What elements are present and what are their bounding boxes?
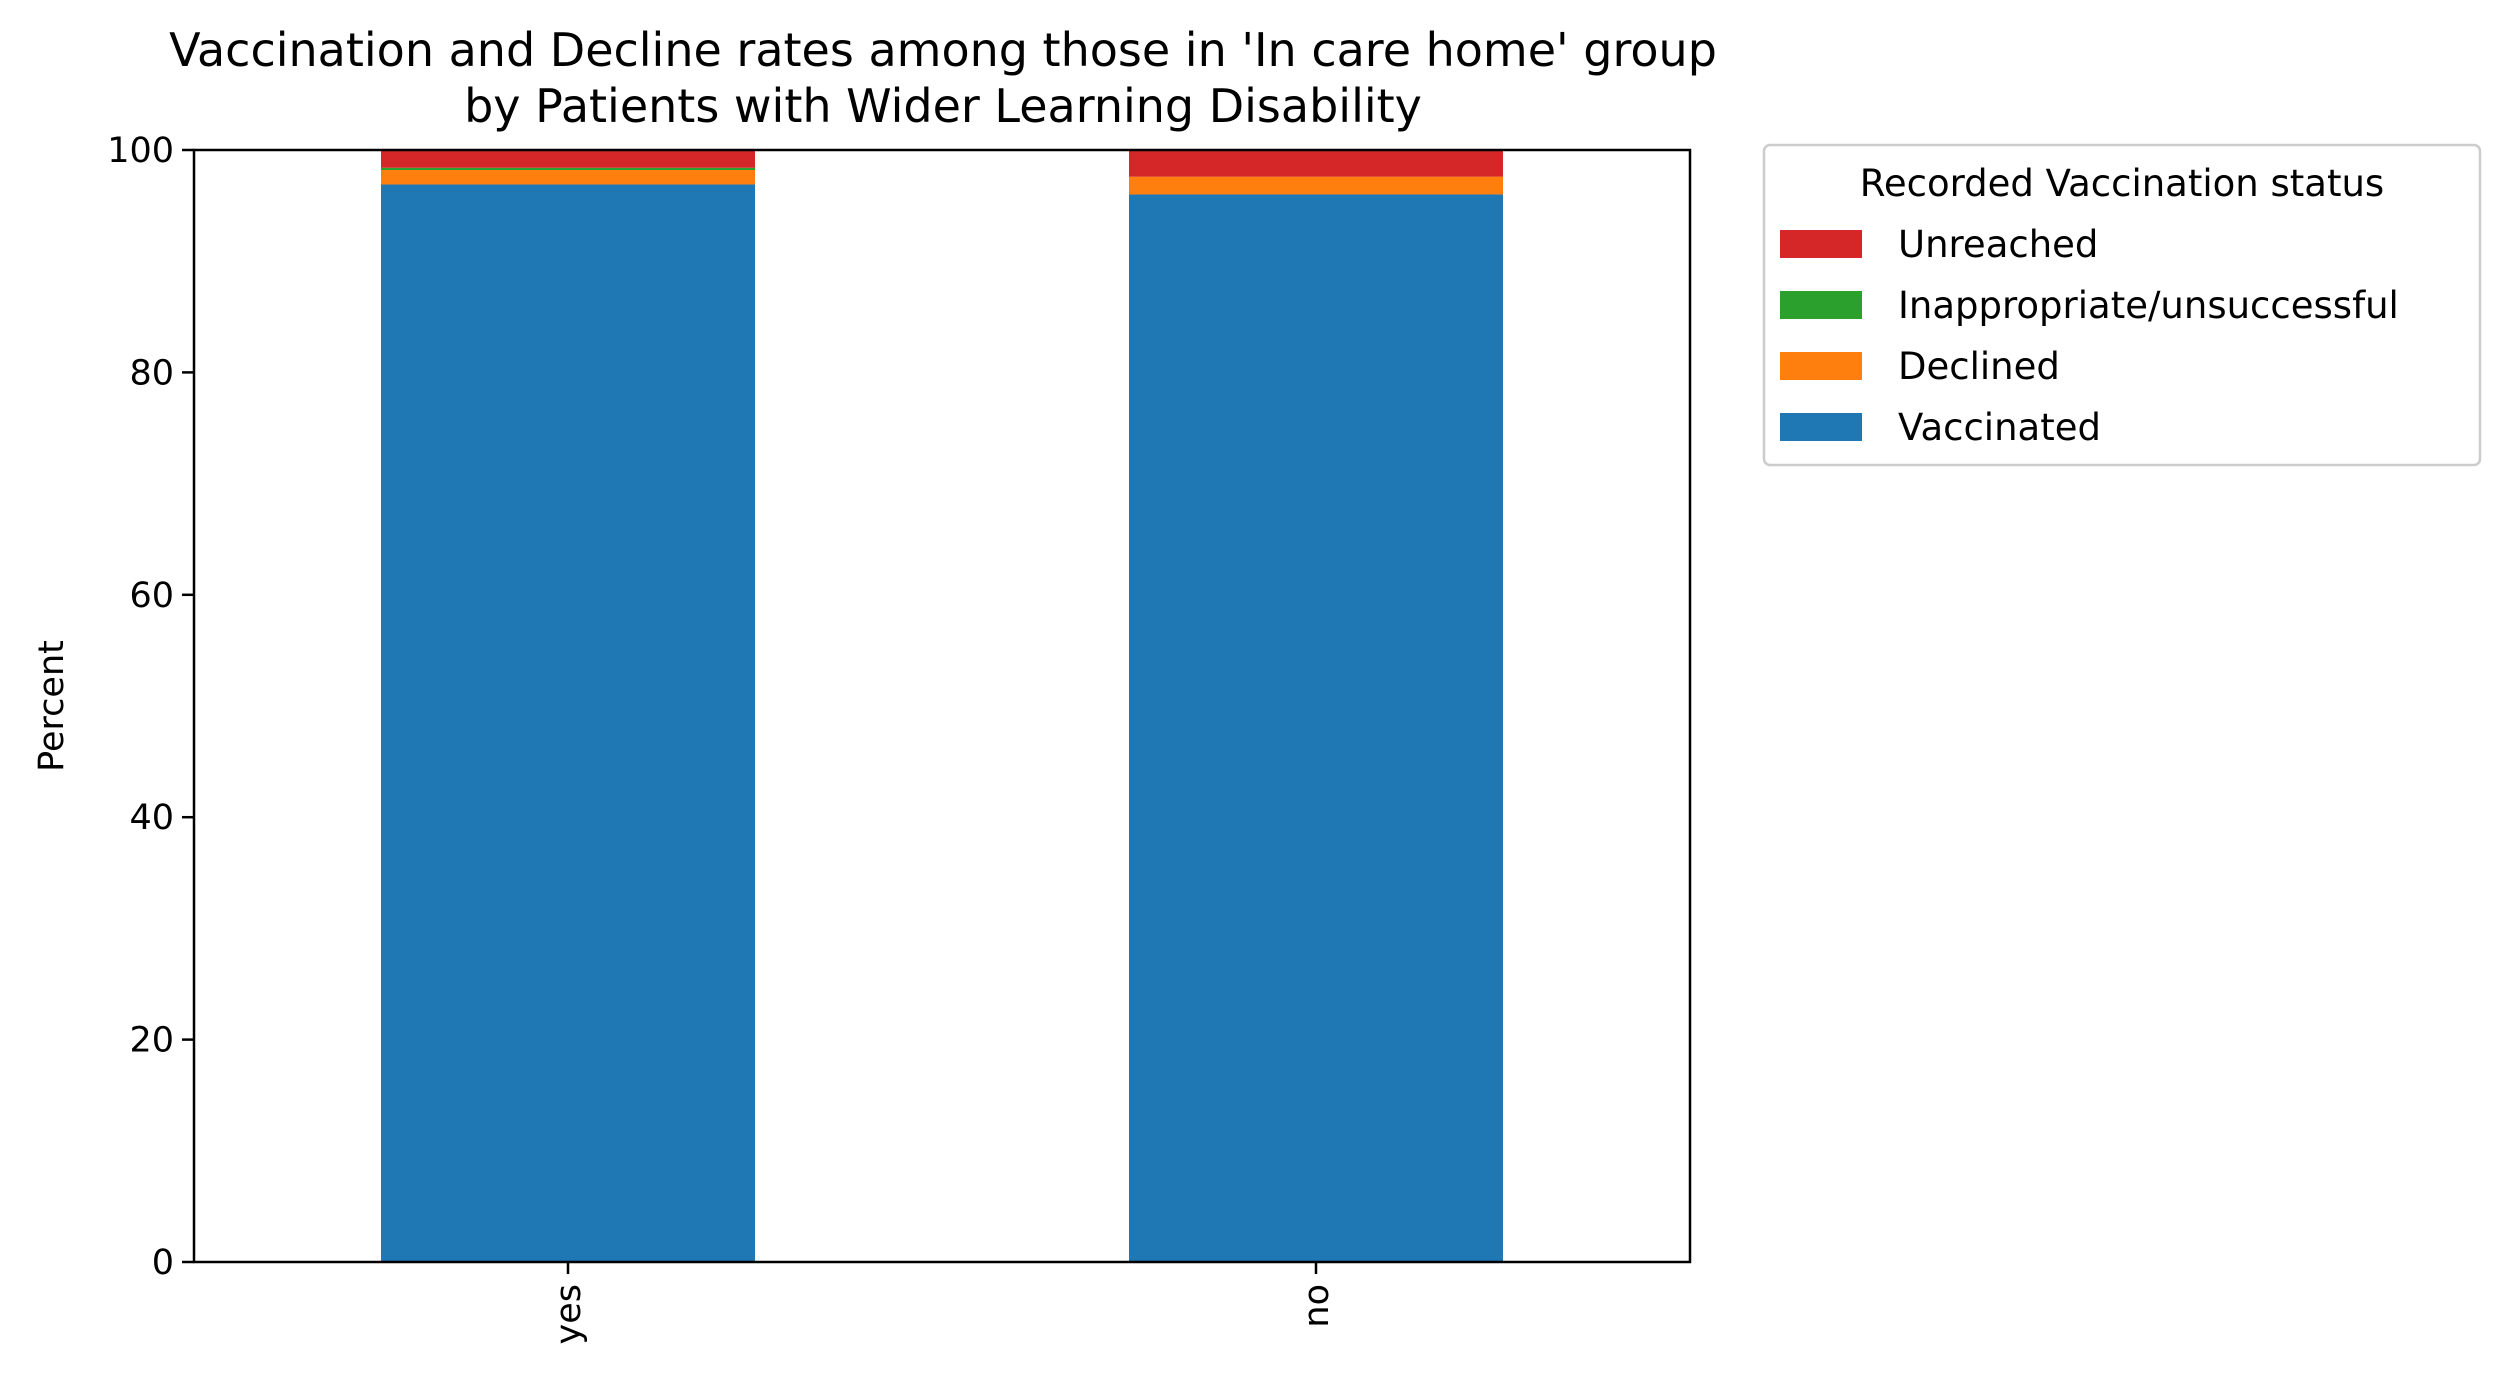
y-tick-label: 100 <box>107 131 174 171</box>
y-tick-label: 40 <box>129 798 174 838</box>
legend-frame <box>1762 143 2482 467</box>
y-axis: 0 20 40 60 80 100 <box>107 131 194 1283</box>
plot-frame <box>192 148 1692 1264</box>
y-tick-label: 20 <box>129 1021 174 1061</box>
legend-swatch-unreached <box>1780 230 1862 258</box>
bar-no-declined <box>1129 176 1503 195</box>
x-tick-label-yes: yes <box>549 1284 589 1344</box>
y-tick-label: 80 <box>129 353 174 393</box>
legend: Recorded Vaccination status Unreached Ina… <box>1762 143 2482 467</box>
bar-yes-vaccinated <box>381 184 755 1263</box>
bars-layer <box>381 150 1503 1263</box>
x-tick-label-no: no <box>1297 1284 1337 1328</box>
y-tick-label: 0 <box>152 1243 174 1283</box>
y-axis-label: Percent <box>32 640 72 772</box>
bar-yes-unreached <box>381 150 755 168</box>
chart-title: Vaccination and Decline rates among thos… <box>169 23 1717 77</box>
y-tick-label: 60 <box>129 576 174 616</box>
legend-label-declined: Declined <box>1898 345 2060 388</box>
chart-subtitle: by Patients with Wider Learning Disabili… <box>464 79 1422 133</box>
bar-yes-declined <box>381 170 755 185</box>
legend-label-inappropriate-unsuccessful: Inappropriate/unsuccessful <box>1898 284 2399 327</box>
bar-yes-inappropriate-unsuccessful <box>381 167 755 171</box>
bar-no-unreached <box>1129 150 1503 177</box>
legend-swatch-vaccinated <box>1780 413 1862 441</box>
legend-label-unreached: Unreached <box>1898 223 2098 266</box>
legend-label-vaccinated: Vaccinated <box>1898 406 2101 449</box>
x-axis: yes no <box>549 1262 1337 1344</box>
bar-no-vaccinated <box>1129 194 1503 1263</box>
legend-swatch-inappropriate-unsuccessful <box>1780 291 1862 319</box>
legend-swatch-declined <box>1780 352 1862 380</box>
legend-entries: Unreached Inappropriate/unsuccessful Decli… <box>1780 223 2399 449</box>
legend-title: Recorded Vaccination status <box>1860 162 2384 205</box>
